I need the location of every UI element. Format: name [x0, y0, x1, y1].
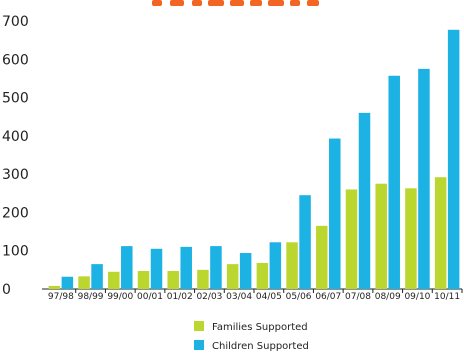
bar-children: [91, 264, 103, 289]
title-fragment: [268, 0, 284, 6]
bar-families: [197, 269, 209, 289]
bar-families: [226, 264, 239, 289]
legend-swatch: [194, 321, 204, 331]
bar-children: [180, 246, 192, 289]
x-tick-label: 98/99: [78, 292, 104, 302]
y-tick-label: 700: [2, 14, 29, 30]
bar-families: [108, 271, 120, 289]
bar-families: [286, 242, 298, 289]
bar-children: [418, 68, 430, 289]
x-tick-label: 03/04: [226, 292, 252, 302]
bar-children: [358, 112, 371, 289]
title-fragment: [170, 0, 184, 6]
bar-children: [239, 253, 252, 289]
legend-label: Children Supported: [212, 341, 309, 352]
x-tick-label: 05/06: [286, 292, 312, 302]
bar-children: [121, 246, 133, 289]
bar-families: [256, 262, 269, 289]
x-tick-label: 01/02: [167, 292, 193, 302]
title-fragment: [230, 0, 244, 6]
y-axis: 0 100 200 300 400 500 600 700: [2, 14, 29, 298]
x-tick-label: 09/10: [404, 292, 430, 302]
y-tick-label: 300: [2, 167, 29, 183]
x-tick-label: 07/08: [345, 292, 371, 302]
x-tick-label: 06/07: [315, 292, 341, 302]
x-tick-label: 02/03: [196, 292, 222, 302]
bar-children: [299, 195, 311, 289]
y-tick-label: 200: [2, 205, 29, 221]
bar-families: [405, 188, 417, 289]
y-tick-label: 500: [2, 91, 29, 107]
title-fragment: [152, 0, 162, 6]
title-fragment: [208, 0, 224, 6]
y-tick-label: 400: [2, 129, 29, 145]
bar-families: [434, 177, 447, 289]
title-decoration: [152, 0, 319, 6]
y-tick-label: 0: [2, 282, 11, 298]
bar-families: [167, 271, 179, 289]
bar-children: [447, 29, 460, 289]
bar-children: [388, 75, 400, 290]
y-tick-label: 100: [2, 244, 29, 260]
x-tick-label: 00/01: [137, 292, 163, 302]
bars-group: [48, 29, 460, 290]
x-tick-label: 10/11: [434, 292, 460, 302]
legend: Families Supported Children Supported: [194, 321, 309, 352]
x-axis: 97/98 98/99 99/00 00/01 01/02 02/03 03/04 04/05…: [42, 288, 463, 302]
bar-families: [78, 276, 90, 289]
title-fragment: [192, 0, 202, 6]
bar-families: [375, 183, 387, 289]
bar-children: [210, 246, 222, 289]
x-tick-label: 08/09: [375, 292, 401, 302]
x-tick-label: 99/00: [107, 292, 133, 302]
bar-families: [48, 285, 61, 289]
bar-children: [61, 276, 74, 289]
bar-children: [329, 138, 341, 289]
title-fragment: [307, 0, 319, 6]
bar-families: [345, 189, 358, 289]
bar-children: [150, 248, 163, 289]
x-tick-label: 04/05: [256, 292, 282, 302]
title-fragment: [250, 0, 262, 6]
x-tick-label: 97/98: [48, 292, 74, 302]
legend-label: Families Supported: [212, 322, 308, 333]
bar-families: [316, 225, 328, 289]
title-fragment: [290, 0, 300, 6]
legend-swatch: [194, 340, 204, 350]
bar-families: [137, 271, 150, 289]
y-tick-label: 600: [2, 52, 29, 68]
bar-children: [269, 242, 282, 289]
